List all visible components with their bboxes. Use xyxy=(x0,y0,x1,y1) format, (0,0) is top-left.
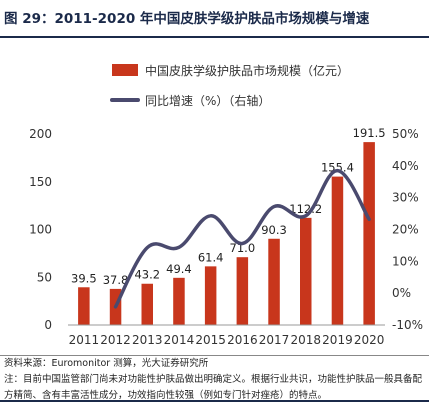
bar-value-label: 37.8 xyxy=(103,273,129,287)
growth-line-path xyxy=(113,168,371,309)
x-tick-label: 2013 xyxy=(132,333,163,347)
bar xyxy=(78,287,90,325)
bar-value-label: 191.5 xyxy=(353,126,386,140)
left-tick-label: 100 xyxy=(29,223,52,237)
right-tick-label: 0% xyxy=(392,286,411,300)
left-axis-ticks: 0 50 100 150 200 xyxy=(29,127,52,332)
right-tick-label: -10% xyxy=(392,318,423,332)
bar-value-label: 39.5 xyxy=(71,271,97,285)
left-tick-label: 200 xyxy=(29,127,52,141)
chart: 中国皮肤学级护肤品市场规模（亿元） 同比增速（%）（右轴） 0 50 100 150 2… xyxy=(29,63,423,347)
bar-value-label: 49.4 xyxy=(166,262,192,276)
legend-bar-swatch xyxy=(112,64,138,76)
notes: 资料来源：Euromonitor 测算，光大证券研究所 注：目前中国监管部门尚未… xyxy=(4,356,429,404)
bottom-rule xyxy=(0,400,429,402)
bar xyxy=(173,277,185,325)
bar-value-label: 61.4 xyxy=(198,250,224,264)
right-tick-label: 40% xyxy=(392,159,419,173)
notes-rule xyxy=(0,355,429,356)
legend: 中国皮肤学级护肤品市场规模（亿元） 同比增速（%）（右轴） xyxy=(110,63,349,108)
right-tick-label: 20% xyxy=(392,223,419,237)
bar-labels: 39.5 37.8 43.2 49.461.471.090.3112.2155.419… xyxy=(71,126,386,287)
right-tick-label: 30% xyxy=(392,191,419,205)
figure-title: 图 29：2011-2020 年中国皮肤学级护肤品市场规模与增速 xyxy=(4,11,370,27)
note-text: 注：目前中国监管部门尚未对功能性护肤品做出明确定义。根据行业共识，功能性护肤品一… xyxy=(4,374,423,401)
bar-value-label: 155.4 xyxy=(321,161,354,175)
x-tick-label: 2018 xyxy=(290,333,321,347)
bar-value-label: 43.2 xyxy=(134,268,160,282)
right-tick-label: 10% xyxy=(392,254,419,268)
x-tick-label: 2015 xyxy=(195,333,226,347)
growth-line xyxy=(113,168,371,309)
right-axis-ticks: -10% 0% 10% 20% 30% 40% 50% xyxy=(392,127,423,332)
legend-bar-label: 中国皮肤学级护肤品市场规模（亿元） xyxy=(145,63,349,78)
right-tick-label: 50% xyxy=(392,127,419,141)
x-tick-label: 2011 xyxy=(69,333,100,347)
bar xyxy=(331,176,344,325)
bar xyxy=(300,217,312,325)
title-rule xyxy=(0,36,429,38)
bar xyxy=(268,238,280,325)
bar xyxy=(204,266,217,325)
x-axis-ticks: 2011 2012 2013 2014 2015 2016 2017 2018 2019 2020 xyxy=(69,333,385,347)
bar-value-label: 90.3 xyxy=(261,223,287,237)
bar xyxy=(363,142,375,325)
source-text: 资料来源：Euromonitor 测算，光大证券研究所 xyxy=(4,358,209,369)
x-tick-label: 2019 xyxy=(322,333,353,347)
x-tick-label: 2020 xyxy=(354,333,385,347)
x-tick-label: 2014 xyxy=(164,333,195,347)
bar-value-label: 71.0 xyxy=(230,241,256,255)
left-tick-label: 150 xyxy=(29,175,52,189)
left-tick-label: 50 xyxy=(37,270,52,284)
bar xyxy=(141,283,153,325)
x-tick-label: 2016 xyxy=(227,333,258,347)
left-tick-label: 0 xyxy=(44,318,52,332)
x-tick-label: 2012 xyxy=(100,333,131,347)
x-tick-label: 2017 xyxy=(259,333,290,347)
legend-line-label: 同比增速（%）（右轴） xyxy=(145,93,270,108)
bar xyxy=(236,257,249,325)
